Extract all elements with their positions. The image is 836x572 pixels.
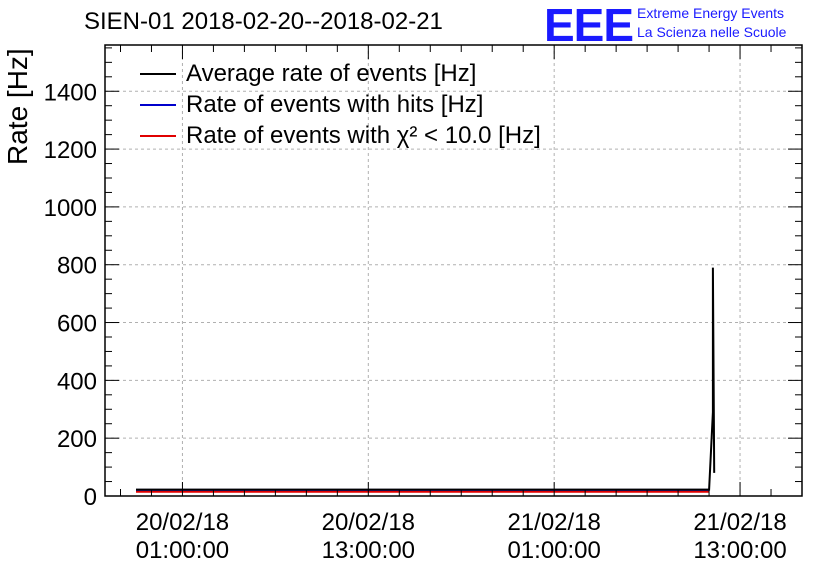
y-tick-label: 400 (57, 368, 97, 395)
legend: Average rate of events [Hz] Rate of even… (140, 58, 541, 151)
axes (104, 44, 803, 497)
x-tick-label-date: 20/02/18 (322, 509, 415, 536)
x-tick-label-date: 20/02/18 (136, 509, 229, 536)
series-lines (136, 267, 716, 493)
legend-item-average: Average rate of events [Hz] (140, 58, 541, 89)
legend-swatch-hits (140, 103, 176, 106)
y-tick-label: 1400 (44, 79, 97, 106)
x-tick-label-time: 01:00:00 (507, 537, 600, 564)
logo-caption: Extreme Energy Events La Scienza nelle S… (637, 4, 786, 42)
legend-label-average: Average rate of events [Hz] (186, 59, 477, 87)
y-tick-label: 1000 (44, 195, 97, 222)
legend-item-hits: Rate of events with hits [Hz] (140, 89, 541, 120)
plot-frame (104, 44, 803, 497)
logo-caption-line2: La Scienza nelle Scuole (637, 24, 787, 40)
legend-label-hits: Rate of events with hits [Hz] (186, 90, 484, 118)
legend-swatch-average (140, 72, 176, 75)
eee-logo: EEE (544, 0, 634, 51)
y-tick-label: 1200 (44, 137, 97, 164)
chart-title: SIEN-01 2018-02-20--2018-02-21 (84, 8, 443, 35)
legend-item-chi2: Rate of events with χ² < 10.0 [Hz] (140, 120, 541, 151)
x-tick-label-date: 21/02/18 (693, 509, 786, 536)
logo-caption-line1: Extreme Energy Events (637, 5, 785, 21)
x-tick-label-time: 01:00:00 (136, 537, 229, 564)
y-axis-label: Rate [Hz] (2, 48, 33, 165)
legend-label-chi2: Rate of events with χ² < 10.0 [Hz] (186, 121, 541, 149)
tick-labels: 020040060080010001200140020/02/1801:00:0… (44, 79, 787, 564)
x-tick-label-date: 21/02/18 (507, 509, 600, 536)
x-tick-label-time: 13:00:00 (693, 537, 786, 564)
y-tick-label: 800 (57, 253, 97, 280)
x-tick-label-time: 13:00:00 (322, 537, 415, 564)
y-tick-label: 600 (57, 311, 97, 338)
y-tick-label: 0 (84, 484, 97, 511)
legend-swatch-chi2 (140, 134, 176, 137)
y-tick-label: 200 (57, 426, 97, 453)
series-line-0 (136, 267, 716, 491)
grid-lines (105, 45, 802, 496)
